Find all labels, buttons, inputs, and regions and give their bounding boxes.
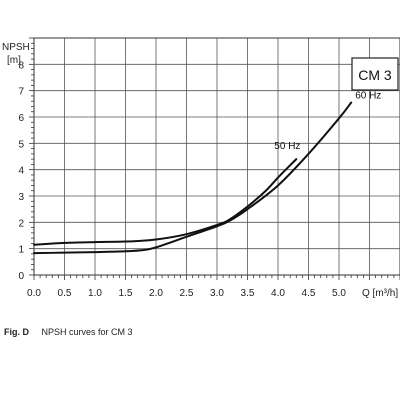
- x-tick-label: 4.0: [271, 288, 285, 299]
- model-label-box: [351, 57, 399, 91]
- series-line-50-hz: [33, 158, 298, 246]
- y-tick-label: 0: [18, 271, 24, 282]
- y-tick-label: 6: [18, 113, 24, 124]
- y-tick-label: 2: [18, 218, 24, 229]
- y-tick-label: 4: [18, 166, 24, 177]
- figure-caption: Fig. D NPSH curves for CM 3: [4, 327, 133, 337]
- x-tick-label: 1.0: [88, 288, 102, 299]
- figure-caption-text: NPSH curves for CM 3: [41, 327, 133, 337]
- model-label: CM 3: [358, 67, 392, 83]
- x-tick-label: 4.5: [302, 288, 316, 299]
- y-tick-label: 8: [18, 60, 24, 71]
- y-tick-label: 7: [18, 87, 24, 98]
- series-label-50-hz: 50 Hz: [274, 141, 300, 152]
- x-tick-label: 5.0: [332, 288, 346, 299]
- x-tick-label: 3.0: [210, 288, 224, 299]
- y-tick-label: 1: [18, 245, 24, 256]
- x-tick-label: 1.5: [119, 288, 133, 299]
- series-line-60-hz: [33, 101, 353, 255]
- grid-layer: [33, 37, 400, 276]
- y-tick-label: 5: [18, 139, 24, 150]
- y-tick-label: 3: [18, 192, 24, 203]
- x-tick-label: 3.5: [241, 288, 255, 299]
- x-tick-label: 2.0: [149, 288, 163, 299]
- text-layer: 0.0 0.5 1.0 1.5 2.0 2.5 3.0 3.5 4.0 4.5 5.0 0 1 2 3 4 5 6…: [2, 42, 399, 299]
- series-layer: [33, 101, 353, 255]
- figure-number: Fig. D: [4, 327, 29, 337]
- series-label-60-hz: 60 Hz: [355, 91, 381, 102]
- y-axis-label: NPSH: [2, 42, 30, 53]
- tick-layer: [29, 37, 400, 280]
- x-tick-label: 0.0: [27, 288, 41, 299]
- y-axis-unit: [m]: [7, 55, 21, 66]
- x-tick-label: 2.5: [180, 288, 194, 299]
- x-tick-label: 0.5: [58, 288, 72, 299]
- x-axis-label: Q [m³/h]: [362, 288, 398, 299]
